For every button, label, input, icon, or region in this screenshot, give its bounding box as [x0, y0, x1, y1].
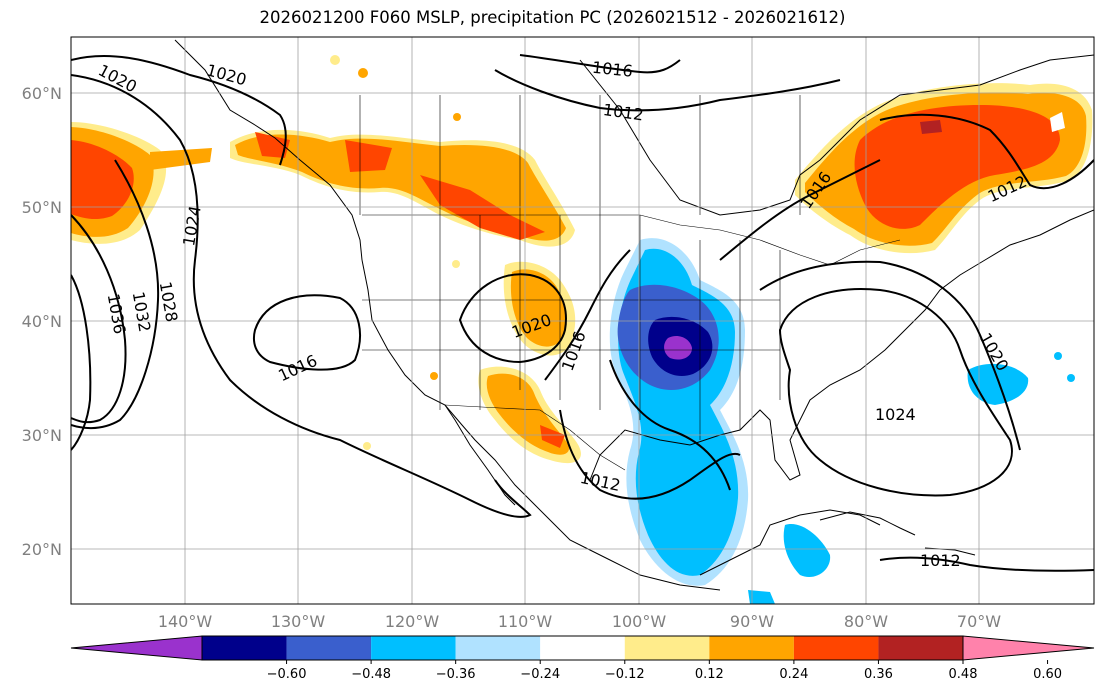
colorbar-bin: [540, 636, 625, 660]
lat-axis: 60°N 50°N 40°N 30°N 20°N: [22, 84, 62, 559]
colorbar-bin: [455, 636, 541, 660]
state-lines-1: [439, 215, 641, 420]
border-canada-us: [362, 214, 901, 266]
colorbar: −0.60 −0.48 −0.36 −0.24 −0.12 0.12 0.24 0.36 0.4…: [70, 635, 1095, 682]
coast-baja: [444, 404, 516, 506]
colorbar-tick-label: −0.36: [436, 667, 476, 682]
shade-ecanada-red: [854, 105, 1060, 229]
isobar-label: 1016: [591, 58, 633, 81]
colorbar-extend-high: [962, 635, 1095, 661]
lon-label: 90°W: [730, 612, 774, 631]
speck-4: [430, 372, 438, 380]
colorbar-bin: [709, 636, 794, 660]
colorbar-bin: [793, 636, 879, 660]
lat-label: 40°N: [22, 312, 62, 331]
isobar-1028: [71, 159, 160, 430]
shade-canada-red3: [420, 175, 545, 240]
map-frame: [70, 36, 1095, 605]
colorbar-tick-label: 0.60: [1033, 667, 1062, 682]
lat-label: 60°N: [22, 84, 62, 103]
colorbar-frame: [201, 635, 964, 661]
colorbar-tick-label: −0.24: [520, 667, 560, 682]
isobar-1016-north: [519, 54, 681, 74]
isobar-1016-east: [719, 159, 881, 261]
isobar-1020-east: [759, 260, 1021, 451]
isobar-1032: [71, 214, 127, 424]
lon-axis: 140°W 130°W 120°W 110°W 100°W 90°W 80°W …: [158, 612, 1001, 631]
speck-2: [358, 68, 368, 78]
lat-label: 30°N: [22, 426, 62, 445]
colorbar-tick-label: 0.48: [949, 667, 978, 682]
shade-sw-2r: [540, 425, 565, 448]
lon-label: 140°W: [158, 612, 213, 631]
isobar-1012-north: [494, 69, 841, 112]
lon-label: 110°W: [498, 612, 553, 631]
coast-cuba: [819, 511, 916, 536]
colorbar-bin: [202, 636, 287, 660]
province-lines: [359, 95, 801, 215]
colorbar-tick-label: −0.60: [267, 667, 307, 682]
isobar-1012-east: [879, 113, 1094, 190]
speck-6: [452, 260, 460, 268]
shade-sw-neg: [748, 590, 775, 604]
shade-central-neg-strong: [664, 336, 692, 360]
lat-label: 50°N: [22, 198, 62, 217]
colorbar-tick-label: 0.12: [695, 667, 724, 682]
colorbar-tick-label: −0.12: [605, 667, 645, 682]
coast-alaska: [174, 39, 363, 261]
state-lines-2: [362, 240, 781, 440]
lon-label: 70°W: [957, 612, 1001, 631]
shade-ecanada-dark: [920, 120, 942, 134]
isobar-1036: [71, 274, 92, 451]
isobars: [71, 54, 1094, 572]
shade-canada-red2: [345, 140, 392, 172]
lon-label: 120°W: [385, 612, 440, 631]
colorbar-bin: [624, 636, 710, 660]
lon-label: 100°W: [612, 612, 667, 631]
map-panel: 1020 1020 1016 1012 1016 1012 1024 1028 …: [71, 37, 1094, 604]
speck-7: [1054, 352, 1062, 360]
lat-label: 20°N: [22, 540, 62, 559]
shade-atlantic-neg: [967, 363, 1029, 405]
shade-canada-red1: [255, 132, 290, 158]
borders: [359, 95, 901, 471]
shade-pacific-red: [71, 140, 134, 220]
colorbar-tick-label: −0.48: [351, 667, 391, 682]
border-us-mexico: [444, 404, 626, 471]
shade-pacific-tail: [150, 148, 212, 170]
colorbar-tick-label: 0.24: [779, 667, 808, 682]
isobar-1016-sw: [544, 249, 631, 381]
isobar-1024-east: [778, 288, 1013, 497]
speck-1: [330, 55, 340, 65]
precip-shading: [71, 55, 1093, 604]
isobar-1020-west: [71, 55, 287, 166]
speck-8: [1067, 374, 1075, 382]
lon-label: 130°W: [271, 612, 326, 631]
isobar-1024: [71, 74, 532, 518]
colorbar-bin: [878, 636, 963, 660]
colorbar-bin: [286, 636, 372, 660]
coast-yucatan: [699, 509, 881, 576]
colorbar-tick-label: 0.36: [864, 667, 893, 682]
colorbar-bin: [371, 636, 456, 660]
colorbar-extend-low: [70, 635, 203, 661]
isobar-1012-central: [609, 359, 731, 491]
isobar-1020-sw: [458, 273, 567, 364]
speck-3: [363, 442, 371, 450]
shade-caribbean-neg: [783, 524, 831, 578]
speck-5: [453, 113, 461, 121]
isobar-1012-carib: [879, 556, 1094, 572]
shade-ecanada-white: [1050, 112, 1065, 132]
isobar-label: 1024: [875, 405, 916, 424]
map-title: 2026021200 F060 MSLP, precipitation PC (…: [259, 8, 846, 27]
isobar-1016-pac: [252, 294, 361, 371]
isobar-label: 1012: [920, 551, 961, 570]
lon-label: 80°W: [844, 612, 888, 631]
coast-hudson: [579, 54, 1094, 216]
